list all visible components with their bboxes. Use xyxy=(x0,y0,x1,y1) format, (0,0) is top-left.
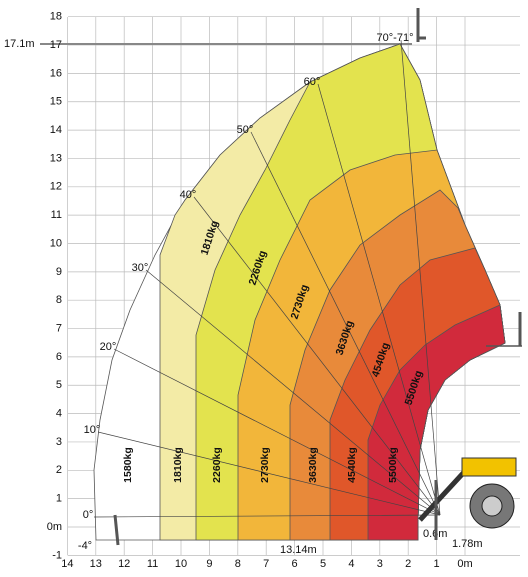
x-tick-label: 14 xyxy=(61,558,73,570)
boom xyxy=(418,468,468,522)
zone-label: 5500kg xyxy=(387,447,399,483)
angle-line xyxy=(145,269,441,516)
y-tick-label: 18 xyxy=(50,11,62,23)
max-height-label: 17.1m xyxy=(4,38,35,50)
angle-line xyxy=(193,196,441,516)
dimension-label: 13.14m xyxy=(280,544,317,556)
angle-label: 0° xyxy=(83,509,94,521)
angle-label: 10° xyxy=(84,424,101,436)
y-tick-label: 8 xyxy=(56,294,62,306)
angle-label: -4° xyxy=(78,540,92,552)
y-tick-label: 2 xyxy=(56,464,62,476)
y-tick-label: 3 xyxy=(56,436,62,448)
fork-icon xyxy=(113,514,120,546)
y-tick-label: 11 xyxy=(51,209,62,221)
angle-line xyxy=(97,431,441,516)
y-tick-label: 7 xyxy=(56,322,62,334)
angle-label: 50° xyxy=(237,124,254,136)
x-tick-label: 9 xyxy=(206,558,212,570)
x-tick-label: 6 xyxy=(292,558,298,570)
zone-label: 1580kg xyxy=(122,447,134,483)
zone-label: 4540kg xyxy=(346,447,358,483)
angle-label: 70°-71° xyxy=(377,32,414,44)
angle-label: 40° xyxy=(180,189,197,201)
y-tick-label: -1 xyxy=(52,549,62,561)
y-tick-label: 1 xyxy=(56,493,62,505)
x-tick-label: 1 xyxy=(434,558,440,570)
zone-label: 1810kg xyxy=(172,447,184,483)
y-tick-label: 14 xyxy=(50,124,62,136)
angle-line xyxy=(93,514,441,518)
x-tick-label: 7 xyxy=(263,558,269,570)
y-tick-label: 9 xyxy=(56,266,62,278)
y-tick-label: 6 xyxy=(56,351,62,363)
y-tick-label: 13 xyxy=(50,152,62,164)
y-tick-label: 4 xyxy=(56,408,62,420)
x-tick-label: 8 xyxy=(235,558,241,570)
angle-label: 30° xyxy=(132,262,149,274)
x-tick-label: 4 xyxy=(348,558,354,570)
angle-label: 20° xyxy=(100,341,117,353)
x-tick-label: 10 xyxy=(175,558,187,570)
y-tick-label: 10 xyxy=(50,237,62,249)
angle-label: 60° xyxy=(304,76,321,88)
angle-line xyxy=(400,39,441,516)
y-tick-label: 16 xyxy=(50,67,62,79)
boom-head xyxy=(461,457,517,477)
y-tick-label: 5 xyxy=(56,379,62,391)
y-tick-label: 12 xyxy=(50,181,62,193)
dimension-label: 1.78m xyxy=(452,538,483,550)
zone-label: 2260kg xyxy=(211,447,223,483)
x-tick-label: 11 xyxy=(147,558,158,570)
x-tick-label: 2 xyxy=(405,558,411,570)
x-tick-label: 5 xyxy=(320,558,326,570)
rim xyxy=(481,495,503,517)
angle-line xyxy=(317,83,441,516)
load-zone xyxy=(367,304,506,541)
angle-line xyxy=(113,348,441,516)
machine xyxy=(113,8,522,546)
y-tick-label: 0m xyxy=(47,521,62,533)
angle-lines xyxy=(93,39,441,518)
angle-line xyxy=(250,131,441,516)
x-tick-label: 12 xyxy=(118,558,130,570)
x-tick-label: 13 xyxy=(90,558,102,570)
x-tick-label: 0m xyxy=(457,558,472,570)
y-tick-label: 15 xyxy=(50,96,62,108)
x-tick-label: 3 xyxy=(377,558,383,570)
zone-label: 2730kg xyxy=(259,447,271,483)
y-tick-label: 17 xyxy=(50,39,62,51)
zone-label: 3630kg xyxy=(307,447,319,483)
